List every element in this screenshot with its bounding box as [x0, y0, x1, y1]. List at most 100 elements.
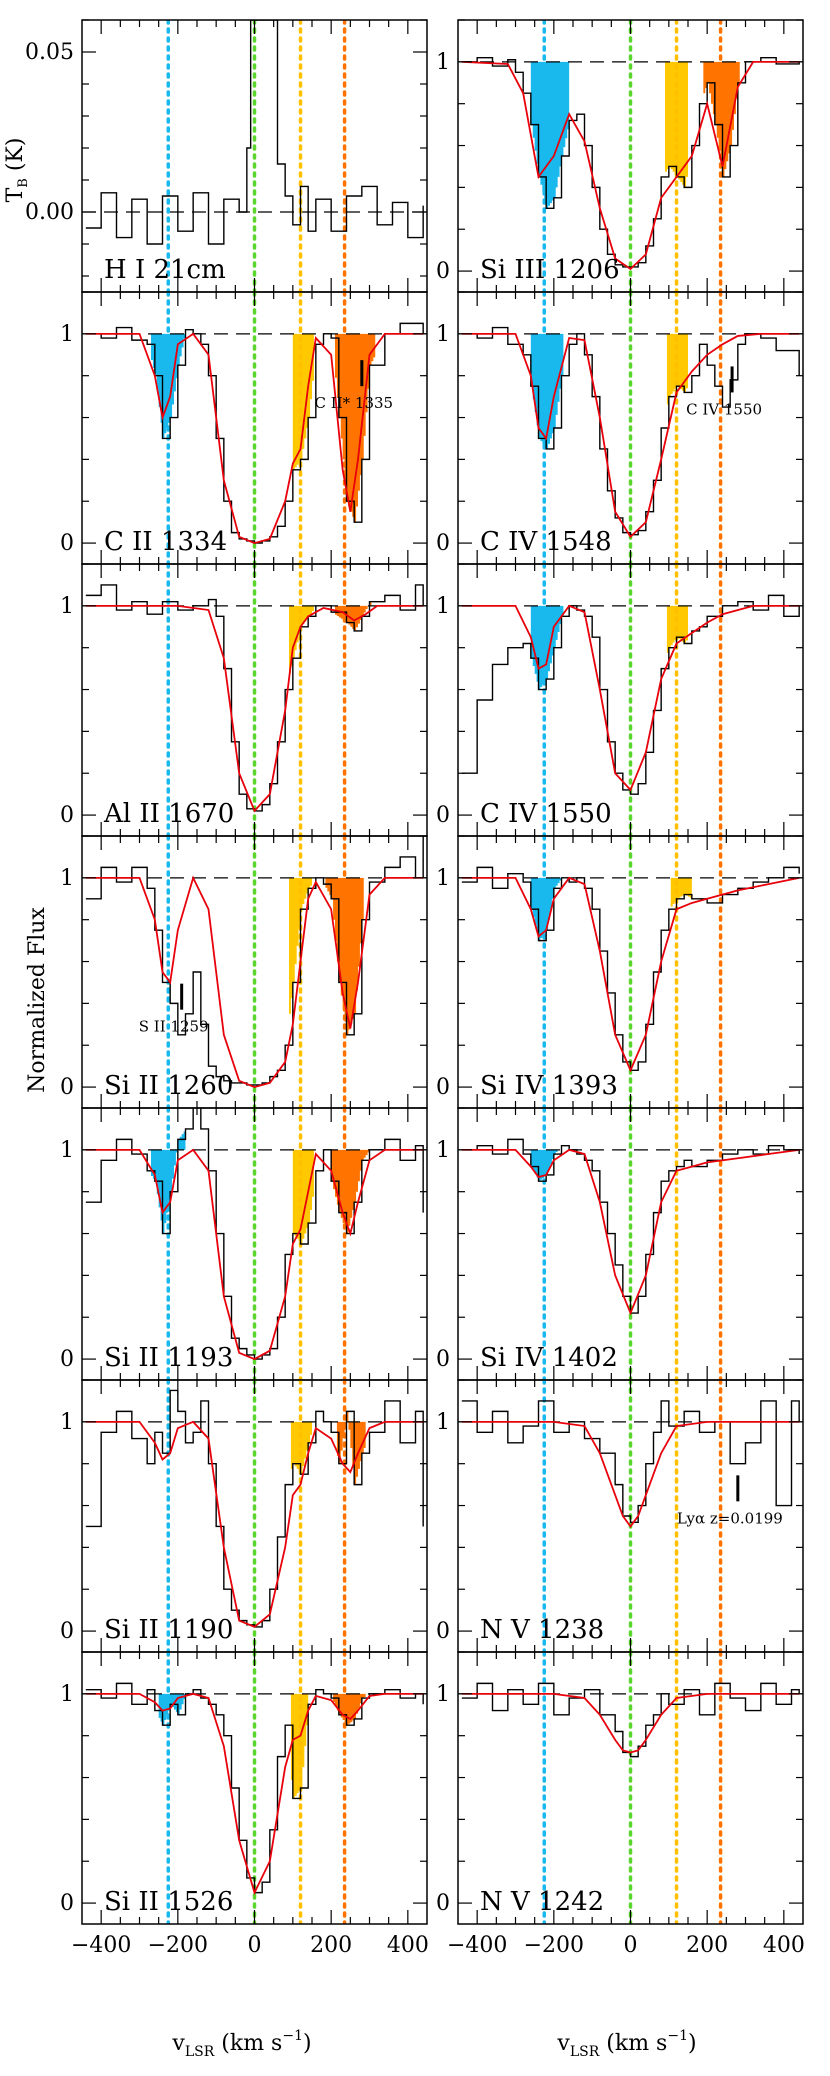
y-tick-label: 0 [60, 531, 74, 556]
panel-label: C II 1334 [104, 527, 227, 557]
component-orange [333, 1693, 366, 1726]
component-yellow [292, 1149, 314, 1244]
panel-label: Si II 1190 [104, 1615, 233, 1645]
x-axis-title-left: vLSR (km s−1) [171, 2028, 311, 2060]
panel-label: N V 1238 [480, 1615, 604, 1645]
y-tick-label: 1 [436, 50, 450, 75]
y-axis-title: Normalized Flux [25, 907, 50, 1093]
component-yellow [665, 61, 688, 188]
x-tick-label: 400 [763, 1933, 805, 1958]
y-tick-label: 1 [436, 322, 450, 347]
x-axis-title-exp: −1 [667, 2028, 688, 2044]
y-tick-label: 0 [60, 1347, 74, 1372]
model-fit [85, 332, 424, 545]
plot-area [82, 1652, 427, 1924]
x-tick-label: 200 [686, 1933, 728, 1958]
panel-label: Si IV 1393 [480, 1071, 618, 1101]
y-tick-label: 1 [436, 1138, 450, 1163]
model-fit [85, 604, 424, 813]
model-fit [85, 1692, 424, 1896]
model-fit [85, 875, 424, 1089]
panel-si-ii-1193: 0 1 Si II 1193 [60, 1107, 428, 1381]
annotation-label: C IV 1550 [686, 400, 762, 418]
y-tick-label: 1 [60, 1138, 74, 1163]
hi-y-axis-title: TB (K) [3, 138, 31, 203]
y-tick-label: 1 [60, 1410, 74, 1435]
x-tick-label: −400 [71, 1933, 131, 1958]
model-fit [461, 876, 800, 1073]
plot-area [82, 564, 427, 836]
plot-area [458, 1652, 803, 1924]
plot-area [82, 1380, 427, 1652]
panel-al-ii-1670: 0 1 Al II 1670 [60, 563, 428, 837]
panel-label: Si III 1206 [480, 255, 620, 285]
plot-area [458, 20, 803, 292]
y-tick-label: 1 [436, 594, 450, 619]
panel-label: Si IV 1402 [480, 1343, 618, 1373]
data-spectrum [85, 20, 424, 245]
panel-si-iv-1402: 0 1 Si IV 1402 [436, 1107, 804, 1381]
data-spectrum [85, 1682, 424, 1894]
data-spectrum [85, 584, 424, 812]
plot-area [458, 1380, 803, 1652]
panel-label: Al II 1670 [103, 799, 234, 829]
x-axis-title-v: v [556, 2031, 570, 2056]
data-spectrum [461, 1682, 800, 1758]
data-spectrum [461, 866, 800, 1072]
annotation-label: C II* 1335 [315, 394, 394, 412]
y-tick-label: 1 [436, 866, 450, 891]
panel-si-iii-1206: 0 1 Si III 1206 [436, 19, 804, 293]
x-tick-label: −200 [524, 1933, 584, 1958]
plot-area [458, 564, 803, 836]
x-tick-label: −400 [447, 1933, 507, 1958]
x-tick-label: 400 [387, 1933, 429, 1958]
y-tick-label: 1 [60, 594, 74, 619]
y-tick-label: 0 [436, 531, 450, 556]
x-tick-label: 200 [310, 1933, 352, 1958]
x-axis-title-close: ) [688, 2031, 697, 2056]
data-spectrum [461, 326, 800, 536]
y-tick-label: 0 [436, 1619, 450, 1644]
x-axis-title-unit: (km s [599, 2031, 667, 2056]
y-tick-label: 0 [436, 803, 450, 828]
plot-area [458, 292, 803, 564]
panel-label: N V 1242 [480, 1887, 604, 1917]
panel-si-ii-1260: 0 1 Si II 1260 S II 1259 [60, 835, 428, 1109]
component-yellow [670, 877, 692, 907]
data-spectrum [85, 1108, 424, 1360]
y-tick-label: 1 [60, 1682, 74, 1707]
annotation-label: S II 1259 [139, 1018, 209, 1036]
y-tick-label: 0 [60, 1619, 74, 1644]
panel-label: C IV 1550 [480, 799, 612, 829]
y-tick-label: 0 [436, 1075, 450, 1100]
component-yellow [292, 333, 314, 470]
plot-area [82, 20, 427, 292]
y-tick-label: 0 [60, 1891, 74, 1916]
model-fit [461, 1692, 800, 1754]
model-fit [461, 60, 800, 271]
component-orange [336, 1411, 366, 1485]
panel-n-v-1238: 0 1 N V 1238 Lyα z=0.0199 [436, 1379, 804, 1653]
y-tick-label: 0 [60, 1075, 74, 1100]
panel-label: C IV 1548 [480, 527, 612, 557]
x-tick-label: 0 [624, 1933, 638, 1958]
panel-n-v-1242: 0 1 −400 −200 0 200 400 N V 1242 [436, 1651, 805, 1958]
component-yellow [290, 1421, 312, 1475]
panel-c-iv-1550: 0 1 C IV 1550 [436, 563, 804, 837]
plot-area [458, 1108, 803, 1380]
panel-si-ii-1526: 0 1 −400 −200 0 200 400 Si II 1526 [60, 1651, 429, 1958]
x-axis-title-close: ) [303, 2031, 312, 2056]
plot-area [82, 1108, 427, 1380]
x-axis-title-exp: −1 [282, 2028, 303, 2044]
data-spectrum [85, 836, 424, 1086]
y-tick-label: 1 [60, 322, 74, 347]
plot-area [82, 836, 427, 1108]
model-fit [461, 1148, 800, 1316]
model-fit [461, 604, 800, 792]
y-tick-label: 1 [436, 1682, 450, 1707]
y-tick-label: 0 [436, 259, 450, 284]
model-fit [461, 1420, 800, 1528]
panel-c-iv-1548: 0 1 C IV 1548 C IV 1550 [436, 291, 804, 565]
data-spectrum [461, 1400, 800, 1523]
